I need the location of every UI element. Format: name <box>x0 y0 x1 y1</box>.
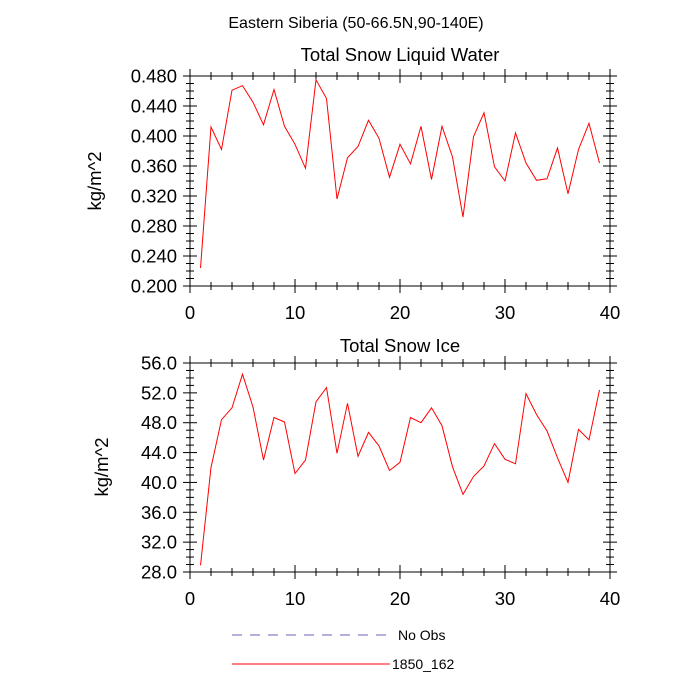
y-axis-label: kg/m^2 <box>84 151 105 210</box>
y-tick-label: 28.0 <box>141 562 177 583</box>
x-tick-label: 20 <box>390 302 411 323</box>
y-tick-label: 52.0 <box>141 382 177 403</box>
y-axis-label: kg/m^2 <box>91 437 112 496</box>
y-tick-label: 0.200 <box>131 276 177 297</box>
series-line-1850-162 <box>200 78 600 269</box>
tick-labels: 0 10 20 30 40 0.200 0.240 0.280 0.320 0.360 0.400 0… <box>131 66 621 324</box>
legend: No Obs 1850_162 <box>232 627 455 672</box>
series-lines <box>200 78 600 269</box>
series-lines <box>200 372 600 566</box>
tick-labels: 0 10 20 30 40 28.0 32.0 36.0 40.0 44.0 48.0 52.0 56.… <box>141 353 620 610</box>
panel-snow-ice: Total Snow Ice kg/m^2 0 10 20 30 40 28.0 32.0 3… <box>91 335 620 609</box>
y-tick-label: 36.0 <box>141 502 177 523</box>
x-tick-label: 0 <box>185 588 195 609</box>
series-line-1850-162 <box>200 372 600 566</box>
y-tick-label: 0.360 <box>131 156 177 177</box>
x-tick-label: 10 <box>285 302 306 323</box>
y-tick-label: 0.480 <box>131 66 177 87</box>
y-tick-label: 40.0 <box>141 472 177 493</box>
x-tick-label: 40 <box>600 302 621 323</box>
y-tick-label: 48.0 <box>141 412 177 433</box>
x-tick-label: 30 <box>495 588 516 609</box>
figure-title: Eastern Siberia (50-66.5N,90-140E) <box>228 15 483 32</box>
y-tick-label: 0.280 <box>131 216 177 237</box>
x-tick-label: 10 <box>285 588 306 609</box>
plot-frame <box>189 362 611 573</box>
x-tick-label: 0 <box>185 302 195 323</box>
panel-title: Total Snow Liquid Water <box>301 44 500 65</box>
x-tick-label: 40 <box>600 588 621 609</box>
x-tick-label: 20 <box>390 588 411 609</box>
panel-snow-liquid-water: Total Snow Liquid Water kg/m^2 0 10 20 30 40… <box>84 44 620 323</box>
y-tick-label: 0.240 <box>131 246 177 267</box>
y-tick-label: 32.0 <box>141 532 177 553</box>
y-tick-label: 0.320 <box>131 186 177 207</box>
y-tick-label: 0.440 <box>131 96 177 117</box>
y-tick-label: 44.0 <box>141 442 177 463</box>
y-tick-label: 0.400 <box>131 126 177 147</box>
x-tick-label: 30 <box>495 302 516 323</box>
panel-title: Total Snow Ice <box>340 335 460 356</box>
legend-label-1850-162: 1850_162 <box>392 656 455 672</box>
plot-frame <box>189 75 611 287</box>
y-tick-label: 56.0 <box>141 353 177 374</box>
legend-label-no-obs: No Obs <box>398 627 445 643</box>
